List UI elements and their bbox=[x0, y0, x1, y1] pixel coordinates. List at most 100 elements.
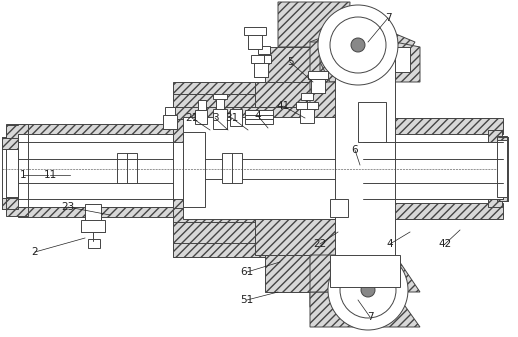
Polygon shape bbox=[255, 219, 363, 255]
Bar bbox=[358, 102, 386, 142]
Bar bbox=[183, 179, 343, 219]
Bar bbox=[216, 95, 224, 109]
Bar bbox=[330, 210, 348, 217]
Polygon shape bbox=[363, 118, 500, 124]
Bar bbox=[300, 110, 314, 115]
Polygon shape bbox=[363, 213, 500, 219]
Polygon shape bbox=[320, 17, 415, 82]
Bar bbox=[2, 198, 14, 209]
Text: 11: 11 bbox=[44, 170, 56, 180]
Bar bbox=[18, 134, 173, 207]
Bar bbox=[18, 134, 28, 207]
Bar bbox=[335, 47, 395, 277]
Text: 61: 61 bbox=[240, 267, 254, 277]
Bar bbox=[198, 100, 206, 110]
Bar bbox=[230, 121, 242, 126]
Bar bbox=[6, 197, 28, 216]
Bar bbox=[18, 207, 173, 217]
Bar bbox=[2, 138, 14, 149]
Bar bbox=[173, 106, 363, 119]
Circle shape bbox=[361, 283, 375, 297]
Bar bbox=[244, 27, 266, 35]
Text: 7: 7 bbox=[385, 13, 391, 23]
Text: 3: 3 bbox=[212, 113, 218, 123]
Bar bbox=[363, 118, 503, 134]
Bar bbox=[173, 94, 363, 107]
Bar bbox=[117, 177, 137, 183]
Bar bbox=[330, 199, 348, 217]
Bar bbox=[213, 111, 227, 117]
Bar bbox=[173, 208, 363, 222]
Bar bbox=[358, 134, 386, 142]
Text: 5: 5 bbox=[286, 57, 293, 67]
Polygon shape bbox=[310, 255, 420, 292]
Bar bbox=[340, 132, 363, 207]
Polygon shape bbox=[363, 213, 502, 217]
Bar bbox=[213, 109, 227, 129]
Bar bbox=[165, 107, 175, 115]
Bar bbox=[330, 47, 410, 72]
Bar bbox=[163, 115, 177, 129]
Bar bbox=[183, 117, 343, 159]
Bar bbox=[358, 119, 386, 127]
Bar bbox=[2, 138, 18, 149]
Text: 4: 4 bbox=[255, 111, 261, 121]
Bar bbox=[222, 153, 242, 159]
Bar bbox=[222, 153, 242, 183]
Bar bbox=[248, 44, 262, 49]
Bar bbox=[358, 104, 386, 112]
Bar bbox=[6, 124, 28, 144]
Text: 51: 51 bbox=[240, 295, 254, 305]
Text: 31: 31 bbox=[225, 113, 239, 123]
Text: 6: 6 bbox=[352, 145, 358, 155]
Polygon shape bbox=[232, 159, 248, 179]
Polygon shape bbox=[255, 82, 363, 107]
Bar bbox=[183, 132, 205, 207]
Bar bbox=[117, 153, 137, 183]
Polygon shape bbox=[310, 27, 410, 82]
Text: 23: 23 bbox=[61, 202, 75, 212]
Bar bbox=[2, 198, 18, 209]
Bar bbox=[311, 88, 325, 93]
Text: 2: 2 bbox=[32, 247, 38, 257]
Bar bbox=[222, 177, 242, 183]
Bar bbox=[213, 123, 227, 129]
Bar bbox=[195, 119, 207, 124]
Bar bbox=[18, 124, 173, 134]
Bar bbox=[213, 94, 227, 99]
Polygon shape bbox=[310, 292, 420, 327]
Circle shape bbox=[328, 250, 408, 330]
Bar bbox=[245, 110, 273, 124]
Bar bbox=[497, 140, 507, 197]
Polygon shape bbox=[265, 255, 355, 292]
Bar bbox=[301, 93, 313, 100]
Text: 41: 41 bbox=[277, 101, 290, 111]
Bar bbox=[363, 142, 503, 199]
Circle shape bbox=[318, 5, 398, 85]
Bar bbox=[497, 136, 507, 201]
Text: 4: 4 bbox=[387, 239, 393, 249]
Circle shape bbox=[330, 17, 386, 73]
Bar bbox=[81, 220, 105, 232]
Bar bbox=[173, 82, 363, 257]
Bar bbox=[248, 35, 262, 49]
Polygon shape bbox=[265, 47, 355, 82]
Bar bbox=[173, 142, 363, 199]
Text: 22: 22 bbox=[313, 239, 327, 249]
Bar bbox=[85, 215, 101, 222]
Bar bbox=[198, 105, 206, 110]
Polygon shape bbox=[310, 42, 420, 319]
Text: 7: 7 bbox=[367, 312, 373, 322]
Circle shape bbox=[351, 38, 365, 52]
Bar bbox=[308, 71, 328, 79]
Bar bbox=[254, 63, 268, 77]
Bar bbox=[251, 55, 271, 63]
Text: 1: 1 bbox=[20, 170, 26, 180]
Bar bbox=[258, 46, 270, 54]
Polygon shape bbox=[132, 159, 148, 179]
Bar bbox=[230, 110, 242, 115]
Bar bbox=[163, 124, 177, 129]
Bar bbox=[363, 203, 503, 219]
Bar bbox=[488, 130, 502, 207]
Bar bbox=[173, 243, 363, 257]
